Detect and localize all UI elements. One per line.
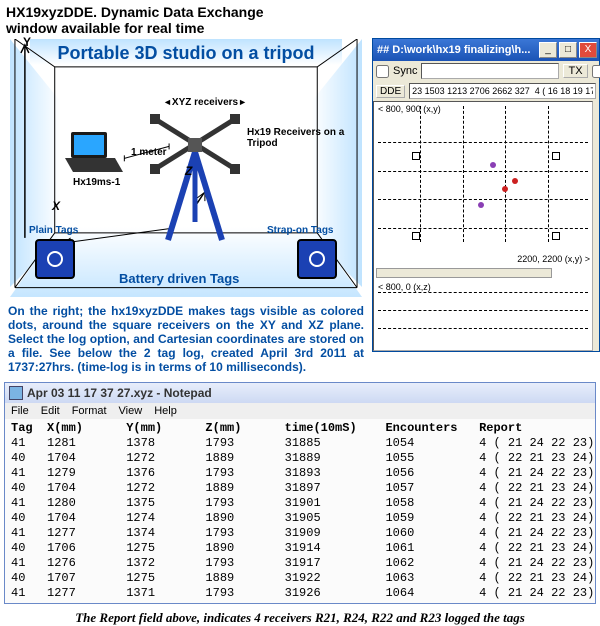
receiver-square — [412, 232, 420, 240]
dde-window: ## D:\work\hx19 finalizing\h... _ □ X Sy… — [372, 38, 600, 352]
receiver-square — [412, 152, 420, 160]
label-receivers-tripod: Hx19 Receivers on a Tripod — [247, 127, 347, 149]
tag-dot — [490, 162, 496, 168]
studio-title: Portable 3D studio on a tripod — [5, 43, 367, 64]
dde-value-input[interactable] — [409, 83, 596, 99]
dde-button[interactable]: DDE — [376, 85, 405, 98]
notepad-icon — [9, 386, 23, 400]
page-title: HX19xyzDDE. Dynamic Data Exchange window… — [0, 0, 600, 38]
axis-z-label: Z — [185, 164, 192, 178]
tripod-icon — [150, 114, 240, 254]
notepad-content: Tag X(mm) Y(mm) Z(mm) time(10mS) Encount… — [5, 419, 595, 603]
sync-input[interactable] — [421, 63, 559, 79]
coord-top-left: < 800, 900 (x,y) — [378, 104, 441, 114]
receiver-square — [552, 232, 560, 240]
label-1m: 1 meter — [131, 147, 167, 158]
notepad-window: Apr 03 11 17 37 27.xyz - Notepad File Edi… — [4, 382, 596, 604]
receiver-square — [552, 152, 560, 160]
tag-dot — [502, 186, 508, 192]
tag-dot — [512, 178, 518, 184]
notepad-menubar: File Edit Format View Help — [5, 403, 595, 419]
title-line1: HX19xyzDDE. Dynamic Data Exchange — [6, 4, 264, 20]
tag-dot — [478, 202, 484, 208]
sync-label: Sync — [393, 65, 417, 77]
log-checkbox[interactable] — [592, 65, 600, 78]
tx-button[interactable]: TX — [563, 64, 587, 78]
label-ms1: Hx19ms-1 — [73, 177, 120, 188]
caption-text: The Report field above, indicates 4 rece… — [0, 604, 600, 626]
laptop-icon — [65, 132, 123, 174]
menu-file[interactable]: File — [11, 405, 29, 417]
label-battery: Battery driven Tags — [119, 271, 239, 286]
menu-view[interactable]: View — [119, 405, 143, 417]
scrollbar[interactable] — [376, 268, 552, 278]
maximize-button[interactable]: □ — [559, 42, 577, 58]
title-line2: window available for real time — [6, 20, 204, 36]
menu-help[interactable]: Help — [154, 405, 177, 417]
label-xyz-receivers: ◄XYZ receivers► — [163, 97, 247, 108]
description-text: On the right; the hx19xyzDDE makes tags … — [8, 304, 364, 374]
minimize-button[interactable]: _ — [539, 42, 557, 58]
window-title: ## D:\work\hx19 finalizing\h... — [377, 44, 537, 56]
notepad-title: Apr 03 11 17 37 27.xyz - Notepad — [23, 386, 593, 400]
axis-x-label: X — [52, 199, 60, 213]
coord-bottom-right: 2200, 2200 (x,y) > — [517, 254, 590, 264]
coord-xz: < 800, 0 (x,z) — [378, 282, 431, 292]
strap-tag-icon — [297, 239, 337, 279]
plain-tag-icon — [35, 239, 75, 279]
menu-edit[interactable]: Edit — [41, 405, 60, 417]
sync-checkbox[interactable] — [376, 65, 389, 78]
dde-plot-canvas: < 800, 900 (x,y) 2200, 2200 (x,y) > < 80… — [373, 101, 593, 351]
label-strap: Strap-on Tags — [267, 225, 333, 236]
label-plain: Plain Tags — [29, 225, 78, 236]
close-button[interactable]: X — [579, 42, 597, 58]
menu-format[interactable]: Format — [72, 405, 107, 417]
studio-illustration: Y Portable 3D studio on a tripod — [4, 38, 368, 298]
